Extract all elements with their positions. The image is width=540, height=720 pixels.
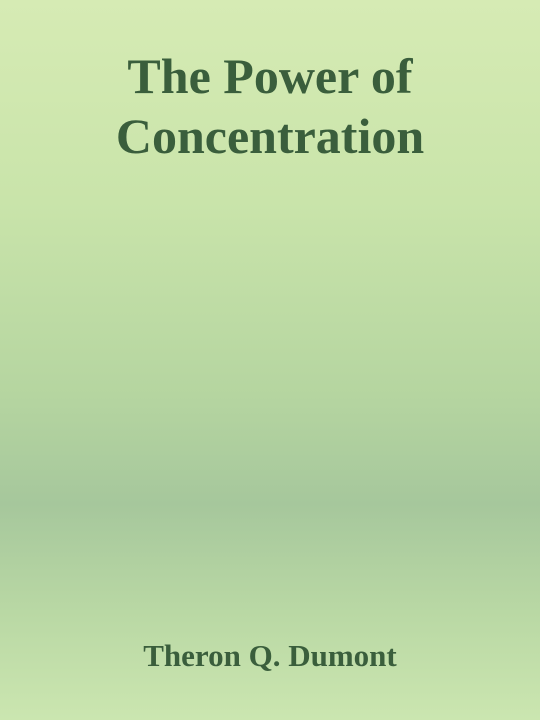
book-title-line-2: Concentration bbox=[115, 108, 425, 164]
book-author: Theron Q. Dumont bbox=[143, 638, 397, 673]
book-title: The Power of Concentration bbox=[0, 46, 540, 166]
book-title-line-1: The Power of bbox=[127, 48, 413, 104]
